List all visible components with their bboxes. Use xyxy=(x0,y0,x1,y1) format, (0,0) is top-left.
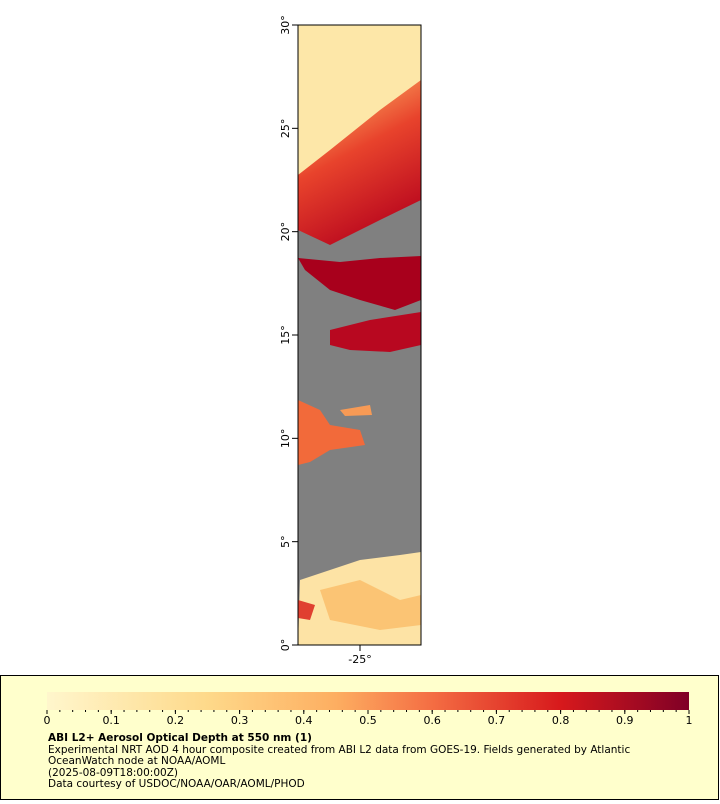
lat-tick-label: 20° xyxy=(279,222,292,242)
caption-line: OceanWatch node at NOAA/AOML xyxy=(48,755,225,767)
caption-line: (2025-08-09T18:00:00Z) xyxy=(48,767,178,779)
colorbar xyxy=(47,692,689,710)
colorbar-tick-label: 0.6 xyxy=(423,714,441,727)
lat-tick-label: 15° xyxy=(279,325,292,345)
colorbar-tick-label: 0.7 xyxy=(488,714,506,727)
colorbar-tick-label: 0 xyxy=(44,714,51,727)
colorbar-tick-label: 0.8 xyxy=(552,714,570,727)
lon-tick-label: -25° xyxy=(348,653,371,666)
lat-tick-label: 25° xyxy=(279,119,292,139)
lat-tick-label: 10° xyxy=(279,429,292,449)
caption-line: Data courtesy of USDOC/NOAA/OAR/AOML/PHO… xyxy=(48,778,305,790)
lat-tick-label: 5° xyxy=(279,535,292,548)
lat-tick-label: 30° xyxy=(279,15,292,35)
colorbar-tick-label: 0.4 xyxy=(295,714,313,727)
colorbar-tick-label: 0.9 xyxy=(616,714,634,727)
caption-title: ABI L2+ Aerosol Optical Depth at 550 nm … xyxy=(48,732,312,744)
caption-line: Experimental NRT AOD 4 hour composite cr… xyxy=(48,744,630,756)
colorbar-tick-label: 0.2 xyxy=(167,714,185,727)
lat-tick-label: 0° xyxy=(279,639,292,652)
colorbar-tick-label: 1 xyxy=(686,714,693,727)
aod-raster xyxy=(298,25,421,645)
colorbar-tick-label: 0.1 xyxy=(102,714,120,727)
colorbar-tick-label: 0.5 xyxy=(359,714,377,727)
colorbar-tick-label: 0.3 xyxy=(231,714,249,727)
